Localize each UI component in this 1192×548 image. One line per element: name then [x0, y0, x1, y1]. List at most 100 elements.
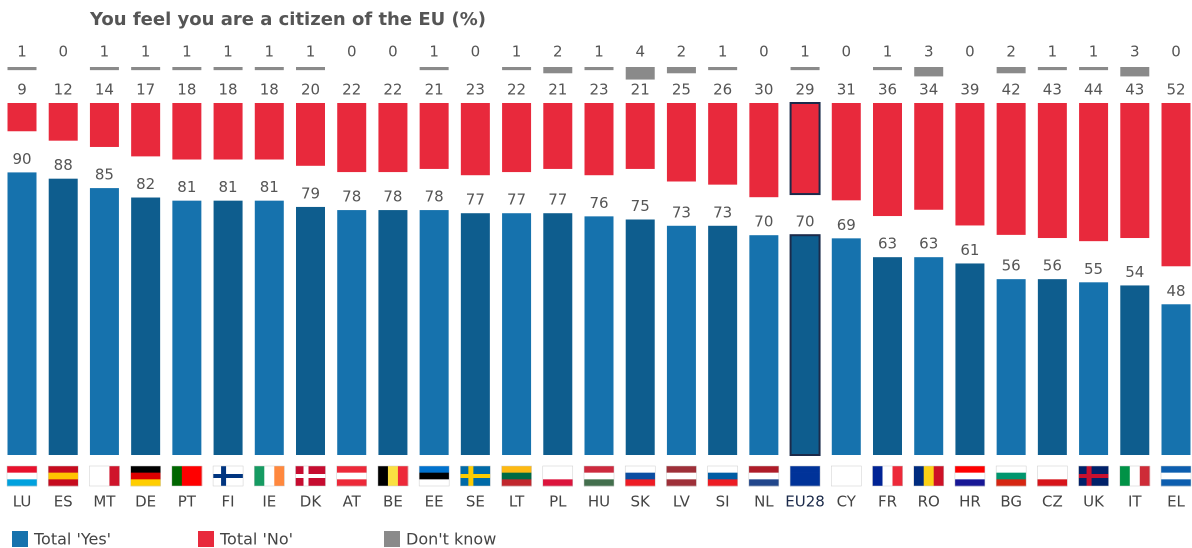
flag-border: [1119, 465, 1151, 487]
flag: [181, 466, 193, 486]
yes-bar: [584, 216, 614, 455]
yes-label: 48: [1166, 282, 1185, 300]
yes-label: 82: [136, 175, 155, 193]
no-bar: [996, 103, 1026, 235]
yes-label: 61: [960, 241, 979, 259]
no-bar: [831, 103, 861, 201]
yes-bar: [666, 225, 696, 455]
no-label: 42: [1002, 81, 1021, 99]
dont-know-bar: [172, 67, 202, 71]
yes-bar: [1037, 279, 1067, 455]
dont-know-bar: [914, 67, 944, 77]
category-label: ES: [54, 493, 73, 511]
no-label: 34: [919, 81, 938, 99]
yes-bar: [48, 178, 78, 455]
dont-know-bar: [1037, 67, 1067, 71]
flag: [191, 466, 203, 486]
no-label: 21: [425, 81, 444, 99]
category-label: BE: [383, 493, 403, 511]
category-label: FR: [878, 493, 897, 511]
flag: [1129, 466, 1141, 486]
yes-bar: [460, 213, 490, 455]
flag-border: [666, 465, 697, 487]
flag: [666, 479, 697, 487]
flag: [584, 466, 614, 473]
dont-know-bar: [89, 67, 119, 71]
category-label: RO: [918, 493, 940, 511]
flag: [419, 466, 450, 473]
yes-bar: [378, 210, 408, 455]
no-bar: [131, 103, 161, 157]
dont-know-label: 0: [471, 43, 481, 61]
yes-bar: [1079, 282, 1109, 455]
yes-label: 63: [919, 235, 938, 253]
flag-border: [336, 465, 367, 487]
flag: [954, 472, 985, 480]
no-bar: [89, 103, 119, 147]
flag: [625, 479, 656, 487]
no-bar: [1120, 103, 1150, 239]
no-bar: [749, 103, 779, 198]
no-label: 9: [17, 81, 27, 99]
no-label: 23: [589, 81, 608, 99]
flag-border: [913, 465, 944, 487]
flag: [419, 472, 450, 480]
flag: [748, 472, 779, 480]
flag-border: [872, 465, 903, 487]
flag: [1161, 479, 1191, 487]
category-label: DK: [300, 493, 323, 511]
flag-border: [130, 465, 161, 487]
flag: [397, 466, 409, 486]
yes-bar: [296, 206, 325, 455]
yes-label: 77: [548, 191, 567, 209]
legend-swatch: [198, 531, 214, 547]
category-label: SK: [631, 493, 652, 511]
dont-know-label: 2: [677, 43, 687, 61]
dont-know-bar: [296, 67, 325, 71]
dont-know-label: 1: [800, 43, 810, 61]
dont-know-bar: [708, 67, 738, 71]
category-label: BG: [1000, 493, 1022, 511]
category-label: EE: [425, 493, 444, 511]
dont-know-label: 4: [635, 43, 645, 61]
no-bar: [172, 103, 202, 160]
no-bar: [337, 103, 367, 173]
flag: [7, 479, 37, 487]
dont-know-label: 2: [553, 43, 563, 61]
flag: [996, 472, 1027, 480]
flag: [748, 479, 779, 487]
no-bar: [1079, 103, 1109, 242]
flag: [1037, 479, 1068, 487]
no-bar: [873, 103, 902, 217]
category-label: LV: [673, 493, 691, 511]
no-bar: [955, 103, 985, 226]
yes-label: 56: [1002, 257, 1021, 275]
category-label: SE: [466, 493, 485, 511]
no-bar: [296, 103, 325, 166]
flag: [1139, 466, 1151, 486]
flag: [48, 479, 79, 487]
no-bar: [666, 103, 696, 182]
flag: [501, 472, 532, 480]
no-bar: [7, 103, 37, 132]
yes-label: 78: [383, 188, 402, 206]
dont-know-label: 3: [924, 43, 934, 61]
dont-know-label: 1: [429, 43, 439, 61]
category-label: UK: [1083, 493, 1105, 511]
yes-label: 85: [95, 166, 114, 184]
yes-bar: [914, 257, 944, 455]
yes-bar: [502, 213, 532, 455]
flag: [872, 466, 883, 486]
no-label: 18: [177, 81, 196, 99]
dont-know-label: 0: [388, 43, 398, 61]
dont-know-label: 1: [718, 43, 728, 61]
no-label: 30: [754, 81, 773, 99]
yes-label: 81: [219, 178, 238, 196]
flag: [831, 466, 862, 473]
no-label: 43: [1125, 81, 1144, 99]
no-bar: [1037, 103, 1067, 239]
dont-know-label: 1: [100, 43, 110, 61]
flag-border: [1160, 465, 1192, 487]
dont-know-label: 3: [1130, 43, 1140, 61]
